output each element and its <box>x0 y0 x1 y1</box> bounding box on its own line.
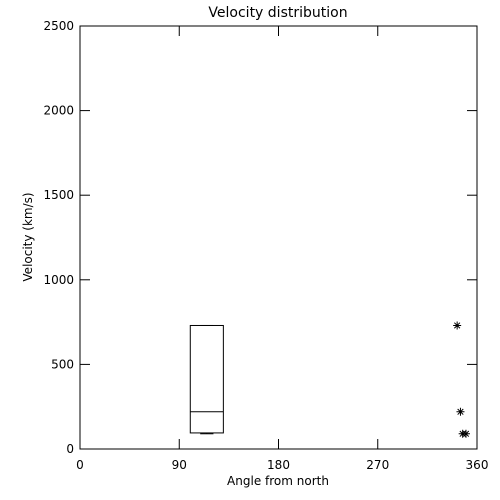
y-tick-label: 2000 <box>43 104 74 118</box>
x-tick-label: 90 <box>172 458 187 472</box>
x-tick-label: 270 <box>366 458 389 472</box>
x-tick-label: 0 <box>76 458 84 472</box>
y-tick-label: 2500 <box>43 19 74 33</box>
x-tick-label: 360 <box>466 458 489 472</box>
y-tick-label: 1500 <box>43 188 74 202</box>
asterisk-point <box>461 429 470 438</box>
asterisk-point <box>456 407 465 416</box>
y-tick-label: 0 <box>66 442 74 456</box>
x-tick-label: 180 <box>267 458 290 472</box>
y-axis-label: Velocity (km/s) <box>21 192 35 281</box>
y-tick-label: 500 <box>51 357 74 371</box>
y-tick-label: 1000 <box>43 273 74 287</box>
x-axis-label: Angle from north <box>227 474 329 488</box>
asterisk-point <box>453 321 462 330</box>
chart-title: Velocity distribution <box>208 5 347 21</box>
